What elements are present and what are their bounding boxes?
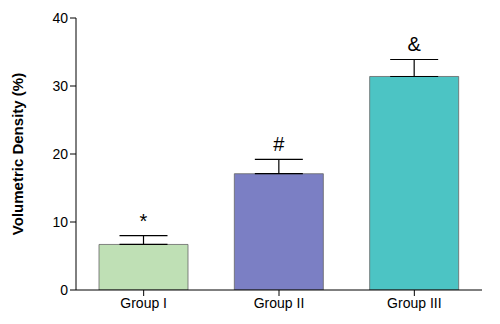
svg-text:*: * [140,210,148,232]
svg-text:&: & [408,33,422,55]
svg-text:10: 10 [52,214,68,230]
svg-text:0: 0 [60,282,68,298]
svg-text:30: 30 [52,78,68,94]
svg-text:#: # [273,133,285,155]
svg-text:Group I: Group I [120,295,167,311]
svg-text:40: 40 [52,10,68,26]
svg-text:Group III: Group III [387,295,441,311]
svg-text:Volumetric Density (%): Volumetric Density (%) [9,73,26,235]
svg-text:20: 20 [52,146,68,162]
svg-text:Group II: Group II [254,295,305,311]
